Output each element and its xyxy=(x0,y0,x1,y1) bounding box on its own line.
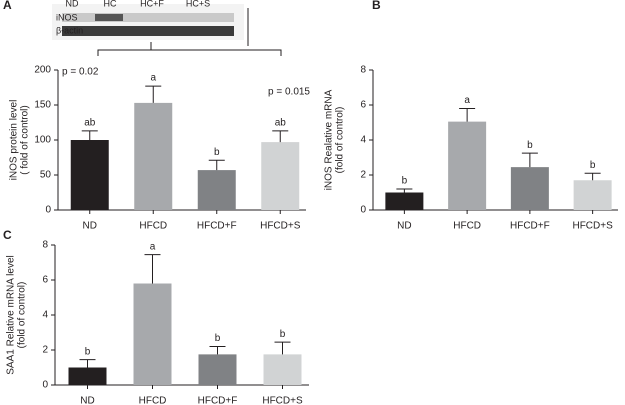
y-tick-label: 50 xyxy=(40,170,52,181)
significance-label: b xyxy=(214,147,220,158)
bar xyxy=(261,142,300,210)
error-bar xyxy=(209,346,226,355)
bar xyxy=(70,140,109,210)
y-tick-label: 6 xyxy=(42,275,48,286)
y-tick-label: 8 xyxy=(360,65,366,76)
error-bar xyxy=(584,172,601,181)
blot-lane-label: ND xyxy=(66,0,79,8)
y-tick-label: 8 xyxy=(42,240,48,251)
error-bar xyxy=(272,130,289,143)
significance-label: ab xyxy=(275,118,287,129)
y-axis-label: (fold of control) xyxy=(335,107,346,174)
y-tick-label: 0 xyxy=(42,380,48,391)
bar xyxy=(133,283,172,385)
significance-label: ab xyxy=(84,118,96,129)
bar xyxy=(510,167,549,210)
significance-label: b xyxy=(85,346,91,357)
bar xyxy=(573,180,612,210)
y-tick-label: 0 xyxy=(45,205,51,216)
bar xyxy=(197,170,236,210)
error-bar xyxy=(521,152,538,168)
bar xyxy=(68,367,107,385)
annotation: p = 0.02 xyxy=(62,67,99,78)
blot-lane-label: HC+F xyxy=(140,0,164,8)
x-tick-label: HFCD xyxy=(139,221,167,232)
bar xyxy=(385,192,424,210)
y-tick-label: 2 xyxy=(360,170,366,181)
x-tick-label: HFCD xyxy=(453,221,481,232)
significance-label: a xyxy=(464,95,470,106)
blot-lane-label: HC xyxy=(104,0,117,8)
blot-band xyxy=(95,14,123,21)
y-axis-label: iNOS protein level xyxy=(9,100,20,181)
panel-label: A xyxy=(3,0,12,12)
error-bar xyxy=(396,188,413,193)
blot-row-label: iNOS xyxy=(56,12,78,22)
error-bar xyxy=(274,341,291,355)
y-axis-label: SAA1 Relative mRNA level xyxy=(6,255,17,375)
western-blot xyxy=(52,4,249,46)
x-tick-label: HFCD+S xyxy=(262,396,303,405)
y-axis-label: (fold of control) xyxy=(17,282,28,349)
y-tick-label: 150 xyxy=(34,100,51,111)
significance-label: b xyxy=(590,160,596,171)
y-tick-label: 100 xyxy=(34,135,51,146)
x-tick-label: ND xyxy=(80,396,94,405)
comparison-bracket xyxy=(97,42,282,56)
error-bar xyxy=(144,254,161,284)
bar xyxy=(198,354,237,385)
significance-label: a xyxy=(150,73,156,84)
x-tick-label: HFCD+S xyxy=(572,221,613,232)
panel-label: B xyxy=(372,0,381,12)
significance-label: b xyxy=(402,176,408,187)
x-tick-label: HFCD+F xyxy=(510,221,550,232)
error-bar xyxy=(79,359,96,368)
x-tick-label: HFCD+F xyxy=(197,221,237,232)
y-axis-label: ( fold of control) xyxy=(20,105,31,174)
bar xyxy=(134,102,173,210)
blot-band xyxy=(62,13,234,22)
x-tick-label: HFCD xyxy=(139,396,167,405)
error-bar xyxy=(208,159,225,171)
x-tick-label: HFCD+F xyxy=(198,396,238,405)
annotation: p = 0.015 xyxy=(268,87,310,98)
blot-row-label: β-actin xyxy=(56,25,83,35)
y-tick-label: 4 xyxy=(42,310,48,321)
bar xyxy=(263,354,302,385)
y-tick-label: 0 xyxy=(360,205,366,216)
error-bar xyxy=(81,130,98,140)
blot-band xyxy=(62,26,234,36)
significance-label: a xyxy=(150,241,156,252)
x-tick-label: ND xyxy=(83,221,97,232)
y-tick-label: 6 xyxy=(360,100,366,111)
significance-label: b xyxy=(527,140,533,151)
error-bar xyxy=(459,108,476,122)
x-tick-label: HFCD+S xyxy=(260,221,301,232)
x-tick-label: ND xyxy=(397,221,411,232)
error-bar xyxy=(145,85,162,103)
blot-lane-label: HC+S xyxy=(186,0,210,8)
panel-label: C xyxy=(3,228,12,242)
bar xyxy=(448,121,487,210)
y-tick-label: 4 xyxy=(360,135,366,146)
significance-label: b xyxy=(215,333,221,344)
y-tick-label: 2 xyxy=(42,345,48,356)
y-tick-label: 200 xyxy=(34,65,51,76)
y-axis-label: iNOS Realative mRNA xyxy=(324,89,335,190)
significance-label: b xyxy=(280,329,286,340)
